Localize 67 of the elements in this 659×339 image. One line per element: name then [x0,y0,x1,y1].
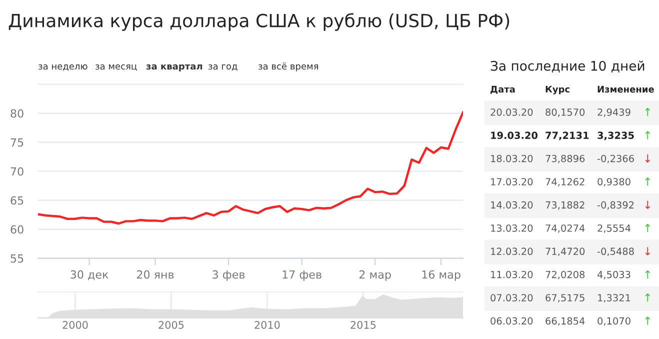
text: 07.03.20 [490,294,533,302]
text: 14.03.20 [491,201,533,209]
text: За последние 10 дней [490,60,644,72]
text: 74,1262 [546,178,584,186]
text: -0,5488 [597,248,634,256]
text: 67,5175 [546,294,584,302]
x-tick-label: 3 фев [212,270,245,281]
x-tick-label: 17 фев [282,270,322,281]
text: 19.03.20 [491,132,538,140]
text: 73,1882 [546,201,584,210]
text: 2,5554 [598,224,630,233]
text: за неделю [38,64,88,71]
text: ↑ [645,224,650,232]
text: ↓ [645,247,650,256]
x-tick-label: 30 дек [70,270,108,280]
text: 06.03.20 [490,317,533,325]
text: за год [208,64,238,71]
text: 1,3321 [598,294,630,302]
text: 77,2131 [546,132,589,140]
chart-title: Динамика курса доллара США к рублю (USD, ЦБ РФ) [8,13,510,31]
line-series [38,111,463,225]
text: Дата [490,86,515,94]
text: 11.03.20 [491,270,533,278]
y-tick-label: 70 [10,167,24,176]
text: за месяц [96,64,137,71]
x-tick-label: 20 янв [136,270,174,279]
text: ↑ [645,294,650,302]
text: 66,1854 [546,317,585,326]
text: 3,3235 [598,132,634,140]
text: за квартал [146,64,202,72]
y-tick-label: 55 [10,254,24,263]
text: 0,1070 [598,317,630,326]
x-tick-label: 2000 [62,320,88,329]
y-tick-label: 65 [10,196,24,205]
x-tick-label: 16 мар [422,270,460,281]
x-tick-label: 2005 [158,320,184,329]
text: ↑ [645,270,650,278]
x-tick-label: 2 мар [359,270,391,281]
text: 0,9380 [598,178,630,186]
text: 17.03.20 [491,178,533,186]
y-tick-label: 80 [10,109,24,118]
text: 12.03.20 [491,248,533,256]
text: 2,9439 [598,108,630,117]
y-tick-label: 75 [10,138,24,147]
text: 71,4720 [546,248,585,256]
text: ↑ [645,178,650,186]
text: 74,0274 [546,224,585,233]
text: 72,0208 [546,270,585,280]
text: 4,5033 [597,270,630,280]
text: ↓ [645,154,650,163]
x-tick-label: 2015 [350,320,376,329]
text: за всё время [258,62,318,72]
text: ↑ [645,316,650,325]
y-tick-label: 60 [10,225,24,234]
text: 18.03.20 [491,154,533,162]
text: Изменение [598,86,654,93]
text: 80,1570 [546,108,585,117]
text: ↑ [645,108,650,116]
text: Курс [546,86,570,94]
text: ↓ [645,200,650,209]
text: ↑ [645,131,650,140]
text: -0,8392 [597,201,634,210]
text: -0,2366 [597,154,634,164]
text: 73,8896 [546,154,585,164]
text: 13.03.20 [491,224,533,232]
x-tick-label: 2010 [254,320,280,329]
text: 20.03.20 [490,108,533,116]
